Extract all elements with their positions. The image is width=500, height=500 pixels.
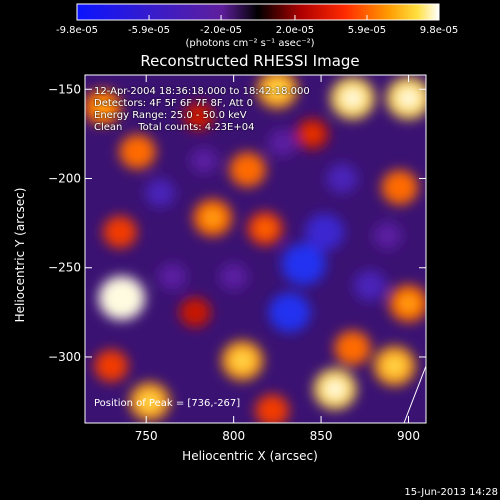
colorbar-ticks <box>76 15 440 20</box>
y-tick-label: −200 <box>48 172 81 186</box>
heatmap-blob <box>353 270 387 302</box>
axis-tick-labels: 750 800 850 900 −150 −200 −250 −300 <box>48 82 420 443</box>
colorbar-tick-label: -2.0e-05 <box>200 25 242 36</box>
y-tick-label: −150 <box>48 82 81 96</box>
info-clean-counts: Clean Total counts: 4.23E+04 <box>94 122 255 133</box>
heatmap-blob-core <box>399 295 418 312</box>
heatmap-blob-core <box>343 340 362 356</box>
peak-position-text: Position of Peak = [736,-267] <box>94 398 241 409</box>
colorbar-unit-label: (photons cm⁻² s⁻¹ asec⁻²) <box>185 38 315 49</box>
heatmap-blob-core <box>384 356 405 375</box>
heatmap-blob <box>373 221 402 250</box>
heatmap-blob <box>219 262 248 291</box>
heatmap-blob-core <box>93 99 112 116</box>
heatmap-plot: 750 800 850 900 −150 −200 −250 −300 <box>48 74 427 443</box>
heatmap-blob-core <box>398 88 420 108</box>
heatmap-blob-core <box>267 80 287 98</box>
heatmap-blob-core <box>264 403 281 418</box>
info-time-range: 12-Apr-2004 18:36:18.000 to 18:42:18.000 <box>94 86 310 97</box>
heatmap-blob <box>158 262 187 291</box>
heatmap-blob <box>281 243 326 286</box>
heatmap-blob-core <box>256 220 274 237</box>
heatmap-blob-core <box>140 392 160 411</box>
colorbar-tick-label: 5.9e-05 <box>348 25 386 36</box>
heatmap-blob-core <box>103 358 120 374</box>
heatmap-blob-core <box>191 109 206 123</box>
heatmap-blob-core <box>342 88 364 108</box>
heatmap-blob <box>268 129 297 157</box>
heatmap-blob-core <box>128 143 147 160</box>
heatmap-blob-core <box>203 209 222 227</box>
y-tick-label: −300 <box>48 350 81 364</box>
heatmap-blob-core <box>110 288 133 308</box>
chart-title: Reconstructed RHESSI Image <box>140 52 360 70</box>
timestamp: 15-Jun-2013 14:28 <box>404 487 498 498</box>
heatmap-blob <box>326 163 358 194</box>
limb-line <box>403 365 427 424</box>
heatmap-blob-core <box>391 179 409 196</box>
colorbar-tick-label: -9.8e-05 <box>56 25 98 36</box>
axis-ticks <box>85 75 426 423</box>
heatmap-blob-core <box>304 126 321 141</box>
x-tick-label: 850 <box>310 429 333 443</box>
x-axis-label: Heliocentric X (arcsec) <box>182 449 318 463</box>
heatmap-blob-core <box>111 224 129 240</box>
colorbar-tick-label: 2.0e-05 <box>276 25 314 36</box>
heatmap-blob <box>190 147 218 174</box>
x-tick-label: 750 <box>135 429 158 443</box>
plot-frame <box>84 74 427 424</box>
x-tick-label: 800 <box>222 429 245 443</box>
heatmap-blob-core <box>187 305 203 320</box>
heatmap-blob <box>305 213 345 251</box>
colorbar-tick-labels: -9.8e-05 -5.9e-05 -2.0e-05 2.0e-05 5.9e-05 9.… <box>56 25 458 36</box>
info-energy-range: Energy Range: 25.0 - 50.0 keV <box>94 110 247 121</box>
colorbar-tick-label: -5.9e-05 <box>128 25 170 36</box>
heatmap-blob <box>145 178 176 208</box>
x-tick-label: 900 <box>397 429 420 443</box>
y-axis-label: Heliocentric Y (arcsec) <box>13 187 27 323</box>
colorbar-gradient <box>76 3 440 21</box>
info-detectors: Detectors: 4F 5F 6F 7F 8F, Att 0 <box>94 98 254 109</box>
heatmap-blob <box>268 292 311 333</box>
heatmap-blob-core <box>238 161 257 178</box>
heatmap-blob-core <box>324 379 346 399</box>
colorbar-tick-label: 9.8e-05 <box>420 25 458 36</box>
heatmap-blob-core <box>232 351 253 370</box>
y-tick-label: −250 <box>48 261 81 275</box>
